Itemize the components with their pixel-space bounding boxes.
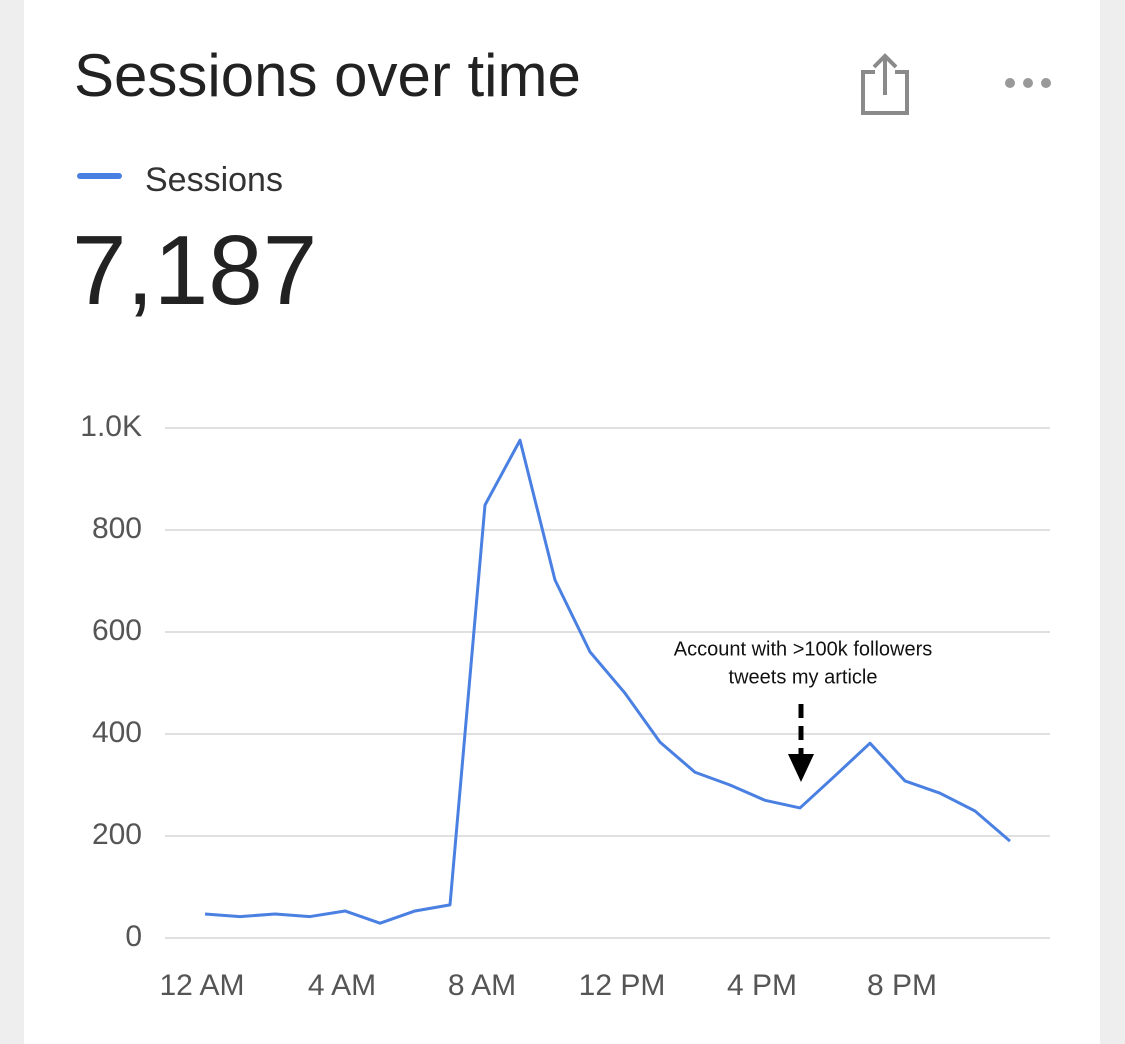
x-tick-label: 12 PM — [579, 969, 666, 1002]
annotation-arrowhead — [788, 754, 814, 782]
share-button[interactable] — [861, 53, 909, 115]
card-body — [24, 0, 1100, 1044]
total-value: 7,187 — [72, 215, 317, 325]
y-tick-label: 600 — [92, 614, 142, 647]
y-tick-label: 800 — [92, 512, 142, 545]
annotation-line: Account with >100k followers — [674, 638, 932, 660]
x-tick-label: 8 AM — [448, 969, 516, 1002]
annotation: Account with >100k followers tweets my a… — [674, 638, 932, 782]
y-tick-label: 0 — [125, 920, 142, 953]
x-tick-label: 4 PM — [727, 969, 797, 1002]
y-tick-label: 1.0K — [80, 410, 142, 443]
x-tick-label: 8 PM — [867, 969, 937, 1002]
legend-label: Sessions — [145, 161, 283, 199]
x-tick-label: 4 AM — [308, 969, 376, 1002]
annotation-line: tweets my article — [729, 666, 878, 688]
more-button[interactable] — [1005, 78, 1051, 88]
y-tick-label: 400 — [92, 716, 142, 749]
x-tick-label: 12 AM — [159, 969, 244, 1002]
y-tick-label: 200 — [92, 818, 142, 851]
line-series — [204, 438, 1011, 925]
chart-title: Sessions over time — [74, 42, 581, 109]
